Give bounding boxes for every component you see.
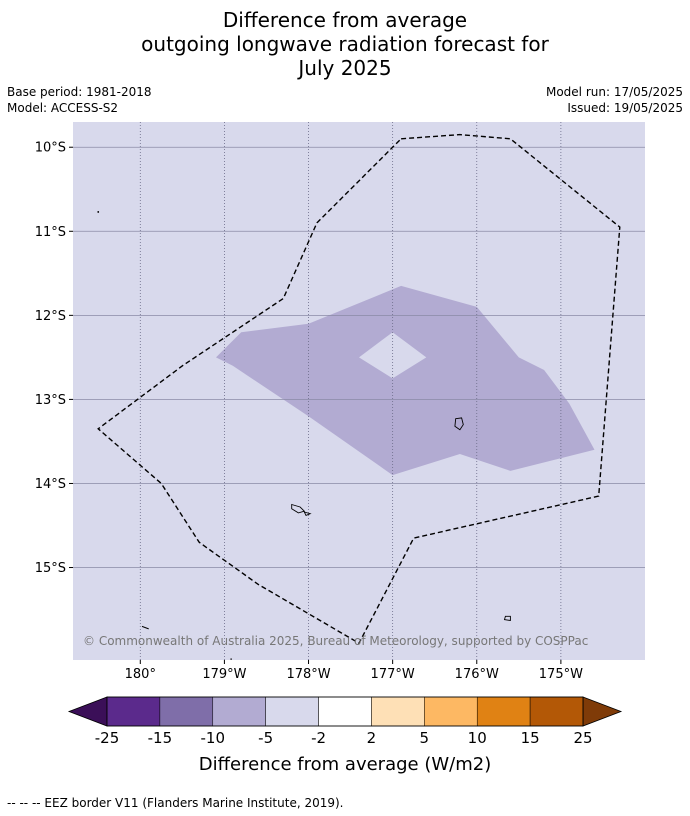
- colorbar-segment: [159, 696, 214, 727]
- island-outline: [291, 503, 306, 514]
- model-name: Model: ACCESS-S2: [7, 101, 119, 115]
- title-line-3: July 2025: [298, 56, 392, 80]
- colorbar-segment: [106, 696, 161, 727]
- colorbar-segment: [529, 696, 584, 727]
- colorbar-extend-high: [582, 696, 623, 727]
- lat-tick-label: 11°S: [35, 225, 66, 240]
- colorbar-segment: [424, 696, 478, 727]
- colorbar-segment: [265, 696, 319, 727]
- colorbar-tick-label: 25: [573, 729, 592, 747]
- map-figure: © Commonwealth of Australia 2025, Bureau…: [35, 122, 645, 775]
- colorbar-segment: [371, 696, 425, 727]
- title-line-2: outgoing longwave radiation forecast for: [141, 32, 549, 56]
- island-outline: [303, 511, 312, 516]
- issued-date: Issued: 19/05/2025: [567, 101, 683, 115]
- colorbar-tick-label: 5: [420, 729, 430, 747]
- colorbar-frame: [106, 696, 584, 727]
- lat-tick-label: 15°S: [35, 561, 66, 576]
- eez-border: [97, 133, 621, 645]
- lat-tick-label: 12°S: [35, 309, 66, 324]
- anomaly-region: [216, 285, 595, 476]
- colorbar-tick-label: -10: [201, 729, 226, 747]
- model-run: Model run: 17/05/2025: [545, 85, 683, 99]
- base-period: Base period: 1981-2018: [7, 85, 152, 99]
- colorbar-segment: [476, 696, 531, 727]
- colorbar-tick-label: 2: [367, 729, 377, 747]
- chart-title: Difference from average outgoing longwav…: [0, 8, 690, 80]
- lat-tick-label: 10°S: [35, 141, 66, 156]
- lon-tick-label: 176°W: [455, 667, 499, 682]
- lon-tick-label: 180°: [125, 667, 156, 682]
- map-plot-area: © Commonwealth of Australia 2025, Bureau…: [73, 122, 645, 660]
- island-outline: [503, 615, 511, 622]
- lat-tick-label: 14°S: [35, 477, 66, 492]
- footer-note: -- -- -- EEZ border V11 (Flanders Marine…: [7, 796, 344, 810]
- lat-tick-label: 13°S: [35, 393, 66, 408]
- island-point: [97, 211, 100, 213]
- colorbar-label: Difference from average (W/m2): [199, 754, 491, 775]
- title-line-1: Difference from average: [222, 8, 468, 32]
- colorbar-segment: [318, 696, 372, 727]
- lon-tick-label: 177°W: [371, 667, 415, 682]
- meta-right: Model run: 17/05/2025 Issued: 19/05/2025: [546, 84, 683, 116]
- colorbar-extend-low: [67, 696, 108, 727]
- colorbar-tick-label: -15: [148, 729, 173, 747]
- lon-tick-label: 179°W: [202, 667, 246, 682]
- lon-tick-label: 178°W: [286, 667, 330, 682]
- colorbar-tick-label: 15: [521, 729, 540, 747]
- lon-tick-label: 175°W: [539, 667, 583, 682]
- colorbar-tick-label: -2: [311, 729, 326, 747]
- island-outline: [454, 417, 464, 431]
- map-layer: © Commonwealth of Australia 2025, Bureau…: [35, 122, 645, 682]
- colorbar-tick-label: 10: [468, 729, 487, 747]
- copyright-text: © Commonwealth of Australia 2025, Bureau…: [83, 634, 588, 648]
- island-outline: [141, 625, 149, 630]
- colorbar-tick-label: -5: [258, 729, 273, 747]
- colorbar-segment: [212, 696, 266, 727]
- meta-left: Base period: 1981-2018 Model: ACCESS-S2: [7, 84, 152, 116]
- colorbar-tick-label: -25: [95, 729, 120, 747]
